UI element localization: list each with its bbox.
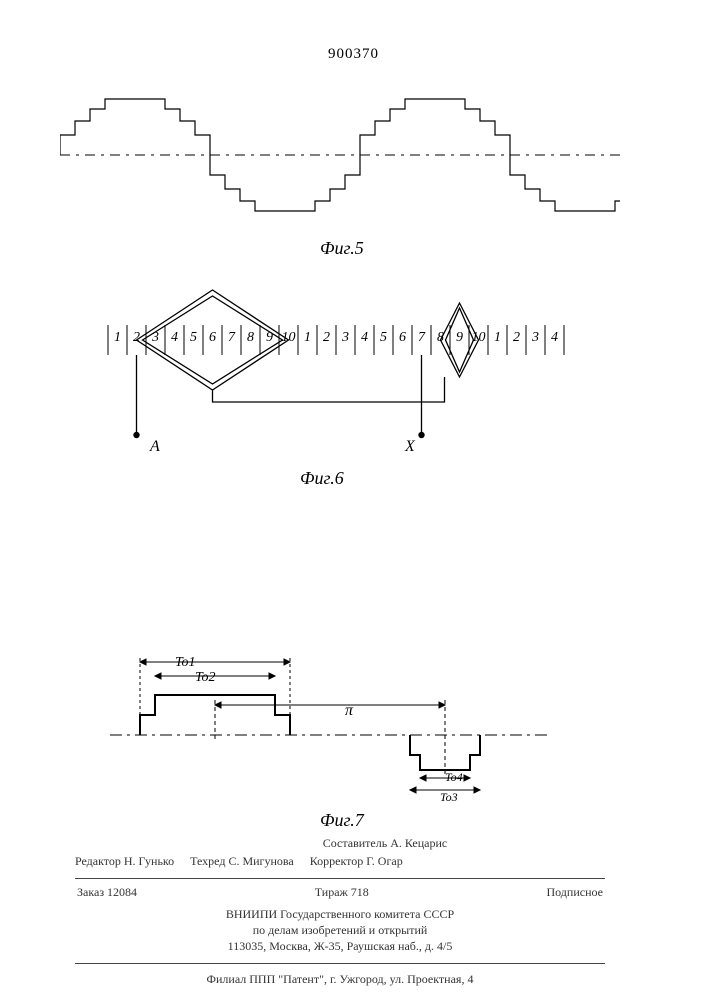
fig6-slot-num: 10: [469, 330, 488, 346]
fig6-slot-num: 2: [507, 330, 526, 346]
fig6-slot-num: 3: [146, 330, 165, 346]
fig6-slot-num: 2: [127, 330, 146, 346]
patent-figure-page: 900370 Фиг.5 12345678910123456789101234 …: [0, 0, 707, 1000]
footer-corrector: Корректор Г. Огар: [310, 852, 403, 870]
fig6-slot-num: 5: [184, 330, 203, 346]
footer-vniipi2: по делам изобретений и открытий: [75, 922, 605, 938]
fig6-slot-num: 2: [317, 330, 336, 346]
fig6-slot-num: 1: [488, 330, 507, 346]
fig6-slot-num: 6: [393, 330, 412, 346]
footer-vniipi1: ВНИИПИ Государственного комитета СССР: [75, 906, 605, 922]
fig6-label: Фиг.6: [300, 468, 344, 489]
fig6-slot-num: 4: [545, 330, 564, 346]
footer-subscription: Подписное: [546, 885, 603, 900]
fig7-label-to3: To3: [440, 790, 458, 805]
fig7-label: Фиг.7: [320, 810, 364, 831]
fig6-slot-numbers: 12345678910123456789101234: [108, 330, 564, 346]
fig6-slot-num: 9: [450, 330, 469, 346]
fig5-label: Фиг.5: [320, 238, 364, 259]
footer-editor: Редактор Н. Гунько: [75, 852, 174, 870]
footer-block: Составитель А. Кецарис Редактор Н. Гуньк…: [75, 830, 605, 987]
fig7-label-to4: To4: [445, 770, 463, 785]
fig7-label-to2: To2: [195, 670, 216, 686]
fig6-terminal-a-label: A: [150, 438, 160, 456]
fig6-slot-num: 4: [165, 330, 184, 346]
fig6-slot-num: 10: [279, 330, 298, 346]
footer-circulation: Тираж 718: [315, 885, 369, 900]
document-number: 900370: [0, 46, 707, 63]
fig6-slot-num: 8: [431, 330, 450, 346]
fig6-slot-num: 3: [526, 330, 545, 346]
fig6-slot-num: 1: [108, 330, 127, 346]
fig6-slot-num: 4: [355, 330, 374, 346]
fig6-slot-num: 9: [260, 330, 279, 346]
fig6-slot-num: 3: [336, 330, 355, 346]
fig5-waveform: [60, 70, 620, 235]
fig7-pulse-diagram: [110, 650, 550, 810]
footer-address: 113035, Москва, Ж-35, Раушская наб., д. …: [75, 938, 605, 954]
fig6-slot-num: 7: [222, 330, 241, 346]
fig7-label-to1: To1: [175, 655, 196, 671]
footer-order: Заказ 12084: [77, 885, 137, 900]
footer-compiler: Составитель А. Кецарис: [165, 834, 605, 852]
fig6-slot-num: 7: [412, 330, 431, 346]
fig6-slot-num: 6: [203, 330, 222, 346]
footer-techred: Техред С. Мигунова: [190, 852, 294, 870]
fig6-winding-diagram: [90, 280, 580, 460]
fig6-terminal-x-label: X: [405, 438, 415, 456]
fig6-slot-num: 1: [298, 330, 317, 346]
fig6-slot-num: 8: [241, 330, 260, 346]
footer-branch: Филиал ППП "Патент", г. Ужгород, ул. Про…: [75, 966, 605, 987]
fig6-slot-num: 5: [374, 330, 393, 346]
fig7-label-pi: π: [345, 702, 353, 720]
